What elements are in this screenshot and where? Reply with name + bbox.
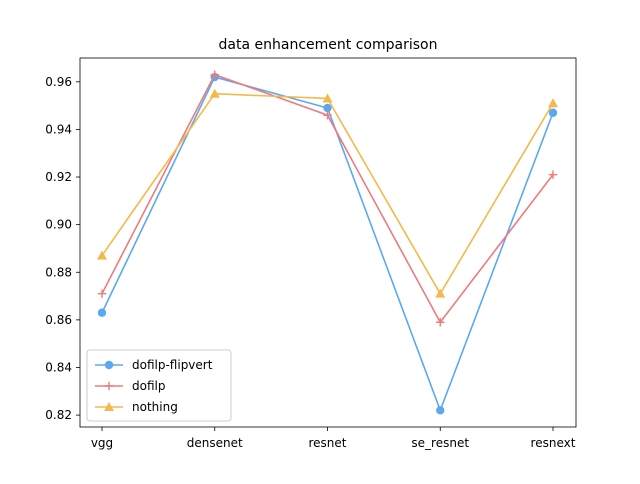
x-tick-label-0: vgg — [91, 436, 113, 450]
series-1-point-1 — [210, 70, 219, 79]
series-0-point-2 — [323, 103, 332, 113]
series-2-point-2 — [322, 93, 333, 103]
y-tick-label-3: 0.88 — [45, 265, 72, 279]
legend-label-0: dofilp-flipvert — [132, 358, 213, 372]
x-tick-label-1: densenet — [187, 436, 243, 450]
legend-box — [86, 349, 232, 422]
plot-frame — [79, 57, 577, 428]
axis-layer: vgg densenet resnet se_resnet resnext 0.82 0.8… — [45, 57, 577, 450]
series-1-point-2 — [323, 110, 332, 120]
legend-marker-2 — [104, 402, 114, 411]
series-0-point-3 — [436, 406, 445, 415]
legend-marker-1 — [104, 381, 114, 391]
x-tick-label-4: resnext — [531, 436, 576, 450]
y-tick-label-1: 0.84 — [45, 360, 72, 374]
x-tick-label-2: resnet — [309, 436, 347, 450]
y-tick-label-0: 0.82 — [45, 408, 72, 422]
y-tick-label-2: 0.86 — [45, 313, 72, 327]
series-0-point-4 — [548, 108, 558, 117]
y-tick-label-4: 0.90 — [45, 218, 72, 232]
series-layer — [97, 70, 558, 415]
legend-label-2: nothing — [132, 400, 178, 414]
series-2-point-0 — [97, 250, 107, 260]
series-2-point-1 — [209, 88, 220, 98]
series-2-point-4 — [548, 98, 558, 108]
chart-title: data enhancement comparison — [219, 37, 438, 53]
series-1-point-4 — [548, 170, 558, 179]
legend: dofilp-flipvert dofilp nothing — [86, 349, 232, 422]
y-tick-label-7: 0.96 — [45, 75, 72, 89]
x-tick-label-3: se_resnet — [411, 436, 469, 450]
series-2-point-3 — [435, 288, 446, 298]
series-1-point-0 — [97, 289, 107, 298]
series-1-point-3 — [436, 318, 445, 327]
series-0-point-0 — [97, 308, 107, 317]
legend-label-1: dofilp — [132, 379, 165, 393]
y-tick-label-5: 0.92 — [45, 170, 72, 184]
legend-marker-0 — [104, 360, 114, 370]
y-tick-label-6: 0.94 — [45, 122, 72, 136]
